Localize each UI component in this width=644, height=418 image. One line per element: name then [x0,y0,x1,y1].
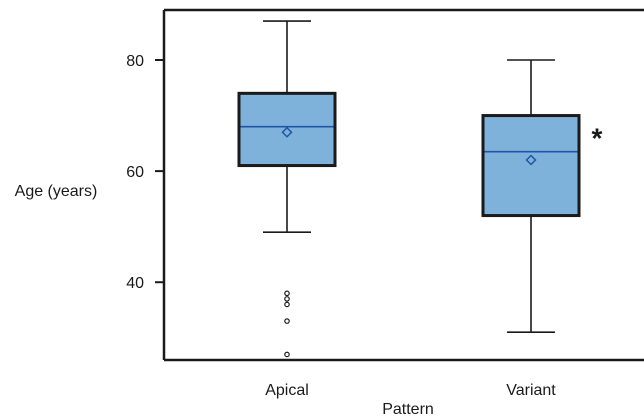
boxes: * [237,20,603,358]
significance-annotation: * [592,123,603,154]
box-group-variant [481,59,581,334]
y-ticks: 40 60 80 [126,53,164,292]
box-group-apical [237,20,337,358]
outlier-point [284,318,290,324]
outlier-point [284,296,290,302]
y-axis-label: Age (years) [15,183,98,200]
y-tick-label: 40 [126,275,144,292]
category-labels: Apical Variant [265,382,556,399]
outlier-point [284,290,290,297]
mean-marker [281,126,293,138]
outlier-point [284,351,290,358]
x-category-label: Apical [265,382,309,399]
x-axis-label: Pattern [382,401,434,418]
plot-area [162,8,644,362]
x-category-label: Variant [506,382,556,399]
y-tick-label: 60 [126,164,144,181]
outlier-point [284,301,290,308]
y-tick-label: 80 [126,53,144,70]
mean-marker [525,154,537,166]
iqr-box [237,91,337,168]
